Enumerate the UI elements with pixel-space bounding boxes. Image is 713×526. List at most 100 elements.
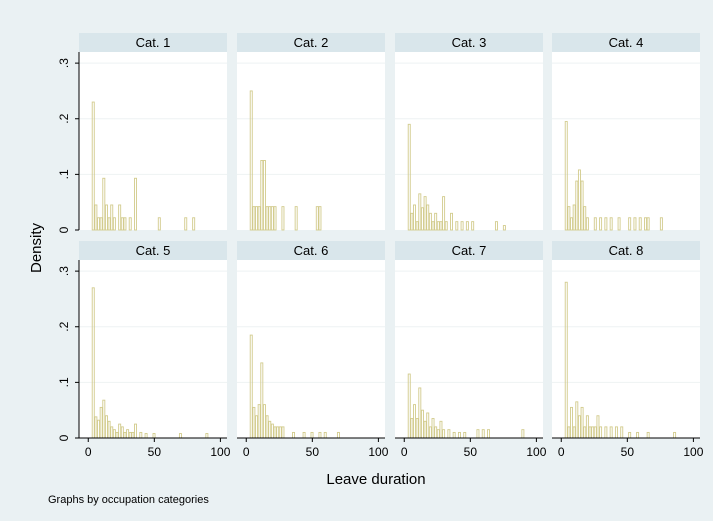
histogram-bar bbox=[609, 217, 613, 231]
histogram-bar bbox=[120, 217, 124, 231]
panel-title: Cat. 1 bbox=[136, 35, 171, 50]
histogram-bar bbox=[431, 221, 435, 231]
histogram-bar bbox=[262, 160, 266, 231]
histogram-bar bbox=[118, 204, 122, 231]
plot-region bbox=[79, 260, 227, 438]
y-tick-label: .3 bbox=[57, 266, 71, 276]
x-tick-label: 50 bbox=[464, 445, 478, 459]
y-tick-label: .1 bbox=[57, 169, 71, 179]
histogram-bar bbox=[593, 217, 597, 231]
histogram-bar bbox=[104, 204, 108, 231]
panel-3: Cat. 3 bbox=[395, 33, 543, 231]
histogram-bar bbox=[659, 217, 663, 231]
histogram-bar bbox=[646, 217, 650, 231]
histogram-bar bbox=[249, 90, 253, 231]
panel-6: Cat. 6 0 50 100 bbox=[237, 241, 389, 459]
histogram-bar bbox=[644, 217, 647, 231]
histogram-bar bbox=[471, 221, 475, 231]
plot-region bbox=[552, 52, 700, 230]
panel-8: Cat. 8 0 50 100 bbox=[552, 241, 704, 459]
histogram-bar bbox=[628, 217, 632, 231]
plot-region bbox=[237, 260, 385, 438]
panel-strip bbox=[552, 241, 700, 260]
panel-title: Cat. 8 bbox=[609, 243, 644, 258]
y-tick-label: .2 bbox=[57, 113, 71, 123]
histogram-bar bbox=[184, 217, 188, 231]
histogram-bar bbox=[268, 206, 272, 231]
histogram-bar bbox=[599, 217, 603, 231]
histogram-bar bbox=[252, 206, 256, 231]
histogram-bar bbox=[265, 206, 269, 231]
histogram-bar bbox=[439, 221, 443, 231]
histogram-bar bbox=[633, 217, 637, 231]
x-tick-label: 0 bbox=[85, 445, 92, 459]
x-tick-label: 0 bbox=[558, 445, 565, 459]
histogram-bar bbox=[604, 217, 608, 231]
histogram-bar bbox=[112, 217, 116, 231]
histogram-bar bbox=[585, 217, 589, 231]
y-tick-label: 0 bbox=[57, 434, 71, 441]
x-tick-label: 0 bbox=[243, 445, 250, 459]
panel-strip bbox=[395, 33, 543, 52]
histogram-bar bbox=[436, 221, 440, 231]
y-tick-label: .1 bbox=[57, 377, 71, 387]
histogram-bar bbox=[444, 221, 448, 231]
histogram-bar bbox=[617, 217, 621, 231]
panels-layer: Cat. 1 0 .1 .2 .3 Cat. 2 Cat. 3 Cat. 4 Cat. 5 0 .1… bbox=[57, 33, 704, 459]
histogram-bar bbox=[410, 212, 414, 231]
x-axis-label: Leave duration bbox=[326, 471, 425, 488]
histogram-bar bbox=[281, 206, 285, 231]
x-tick-label: 100 bbox=[368, 445, 388, 459]
histogram-bar bbox=[418, 193, 422, 231]
histogram-bar bbox=[570, 217, 573, 231]
plot-region bbox=[395, 52, 543, 230]
histogram-bar bbox=[157, 217, 161, 231]
graph-note: Graphs by occupation categories bbox=[48, 494, 209, 506]
histogram-bar bbox=[318, 206, 322, 231]
histogram-bar bbox=[423, 196, 427, 231]
panel-4: Cat. 4 bbox=[552, 33, 700, 231]
x-tick-label: 100 bbox=[683, 445, 703, 459]
panel-strip bbox=[79, 241, 227, 260]
x-tick-label: 50 bbox=[621, 445, 635, 459]
histogram-bar bbox=[426, 204, 430, 231]
histogram-bar bbox=[567, 206, 571, 231]
y-tick-label: 0 bbox=[57, 226, 71, 233]
panel-strip bbox=[79, 33, 227, 52]
y-tick-label: .3 bbox=[57, 58, 71, 68]
y-axis-label: Density bbox=[28, 222, 45, 273]
histogram-bar bbox=[110, 204, 114, 231]
panel-strip bbox=[552, 33, 700, 52]
histogram-bar bbox=[460, 221, 464, 231]
histogram-bar bbox=[255, 206, 258, 231]
histogram-bar bbox=[128, 217, 132, 231]
plot-region bbox=[79, 52, 227, 230]
histogram-bar bbox=[270, 206, 274, 231]
x-tick-label: 100 bbox=[526, 445, 546, 459]
y-tick-label: .2 bbox=[57, 321, 71, 331]
histogram-bar bbox=[413, 204, 416, 231]
panel-2: Cat. 2 bbox=[237, 33, 385, 231]
histogram-bar bbox=[91, 101, 95, 231]
histogram-bar bbox=[260, 160, 264, 231]
histogram-bar bbox=[577, 169, 581, 231]
histogram-bar bbox=[415, 221, 419, 231]
histogram-bar bbox=[434, 212, 438, 231]
histogram-bar bbox=[94, 204, 98, 231]
histogram-bar bbox=[134, 177, 137, 231]
panel-title: Cat. 7 bbox=[452, 243, 487, 258]
histogram-bar bbox=[273, 206, 277, 231]
x-tick-label: 100 bbox=[210, 445, 230, 459]
histogram-bar bbox=[494, 221, 498, 231]
panel-title: Cat. 5 bbox=[136, 243, 171, 258]
plot-region bbox=[395, 260, 543, 438]
histogram-bar bbox=[420, 207, 424, 231]
histogram-bar bbox=[294, 206, 298, 231]
histogram-bar bbox=[428, 212, 432, 231]
x-tick-label: 0 bbox=[401, 445, 408, 459]
plot-region bbox=[552, 260, 700, 438]
histogram-bar bbox=[442, 196, 446, 231]
panel-title: Cat. 2 bbox=[294, 35, 329, 50]
histogram-bar bbox=[638, 217, 642, 231]
